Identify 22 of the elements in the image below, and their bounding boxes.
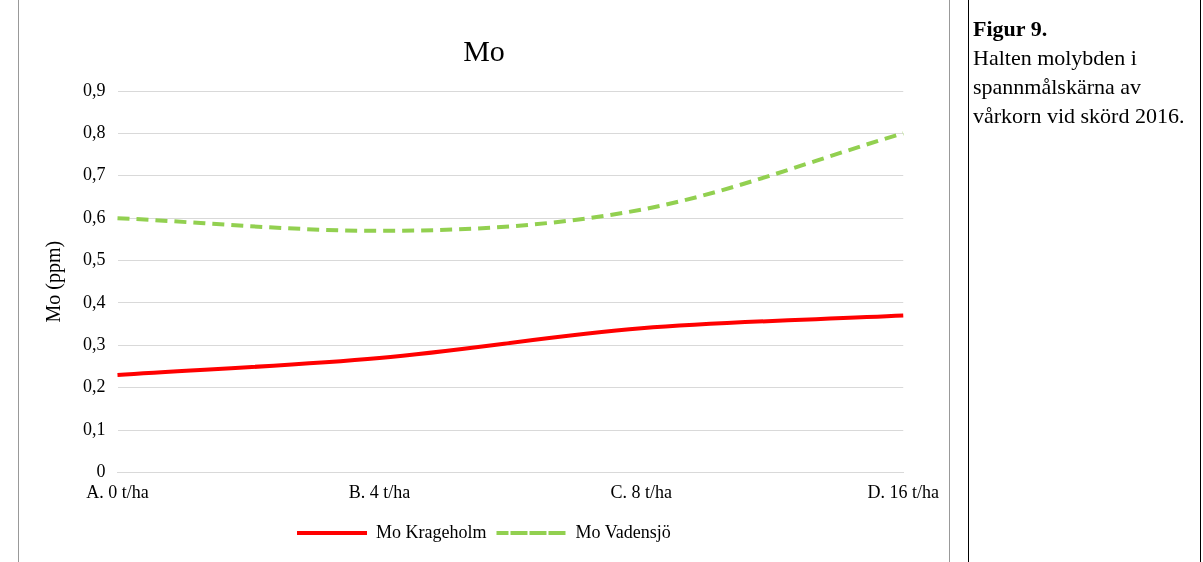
- y-tick-label: 0,8: [83, 122, 106, 143]
- y-tick-label: 0: [96, 461, 106, 482]
- y-axis-title: Mo (ppm): [42, 240, 66, 323]
- x-tick-label: A. 0 t/ha: [86, 481, 149, 502]
- y-tick-label: 0,7: [83, 164, 106, 185]
- x-tick-label: C. 8 t/ha: [610, 481, 673, 502]
- y-tick-label: 0,2: [83, 376, 106, 397]
- y-tick-label: 0,4: [83, 291, 106, 312]
- y-tick-label: 0,9: [83, 79, 106, 100]
- text: Figur 9.: [973, 15, 1049, 43]
- text: Halten molybden i spannmålskärna av vårkorn vid skörd 2016.: [973, 44, 1186, 130]
- y-tick-label: 0,1: [83, 418, 106, 439]
- legend-label: Mo Vadensjö: [575, 521, 671, 542]
- chart-title: Mo: [463, 33, 505, 67]
- line-series: [115, 313, 906, 377]
- legend-label: Mo Krageholm: [376, 521, 487, 542]
- y-tick-label: 0,3: [83, 334, 106, 354]
- x-tick-label: D. 16 t/ha: [867, 481, 940, 502]
- line-series: [115, 131, 906, 233]
- x-tick-label: B. 4 t/ha: [348, 481, 411, 502]
- y-tick-label: 0,5: [83, 249, 106, 270]
- y-tick-label: 0,6: [83, 206, 106, 227]
